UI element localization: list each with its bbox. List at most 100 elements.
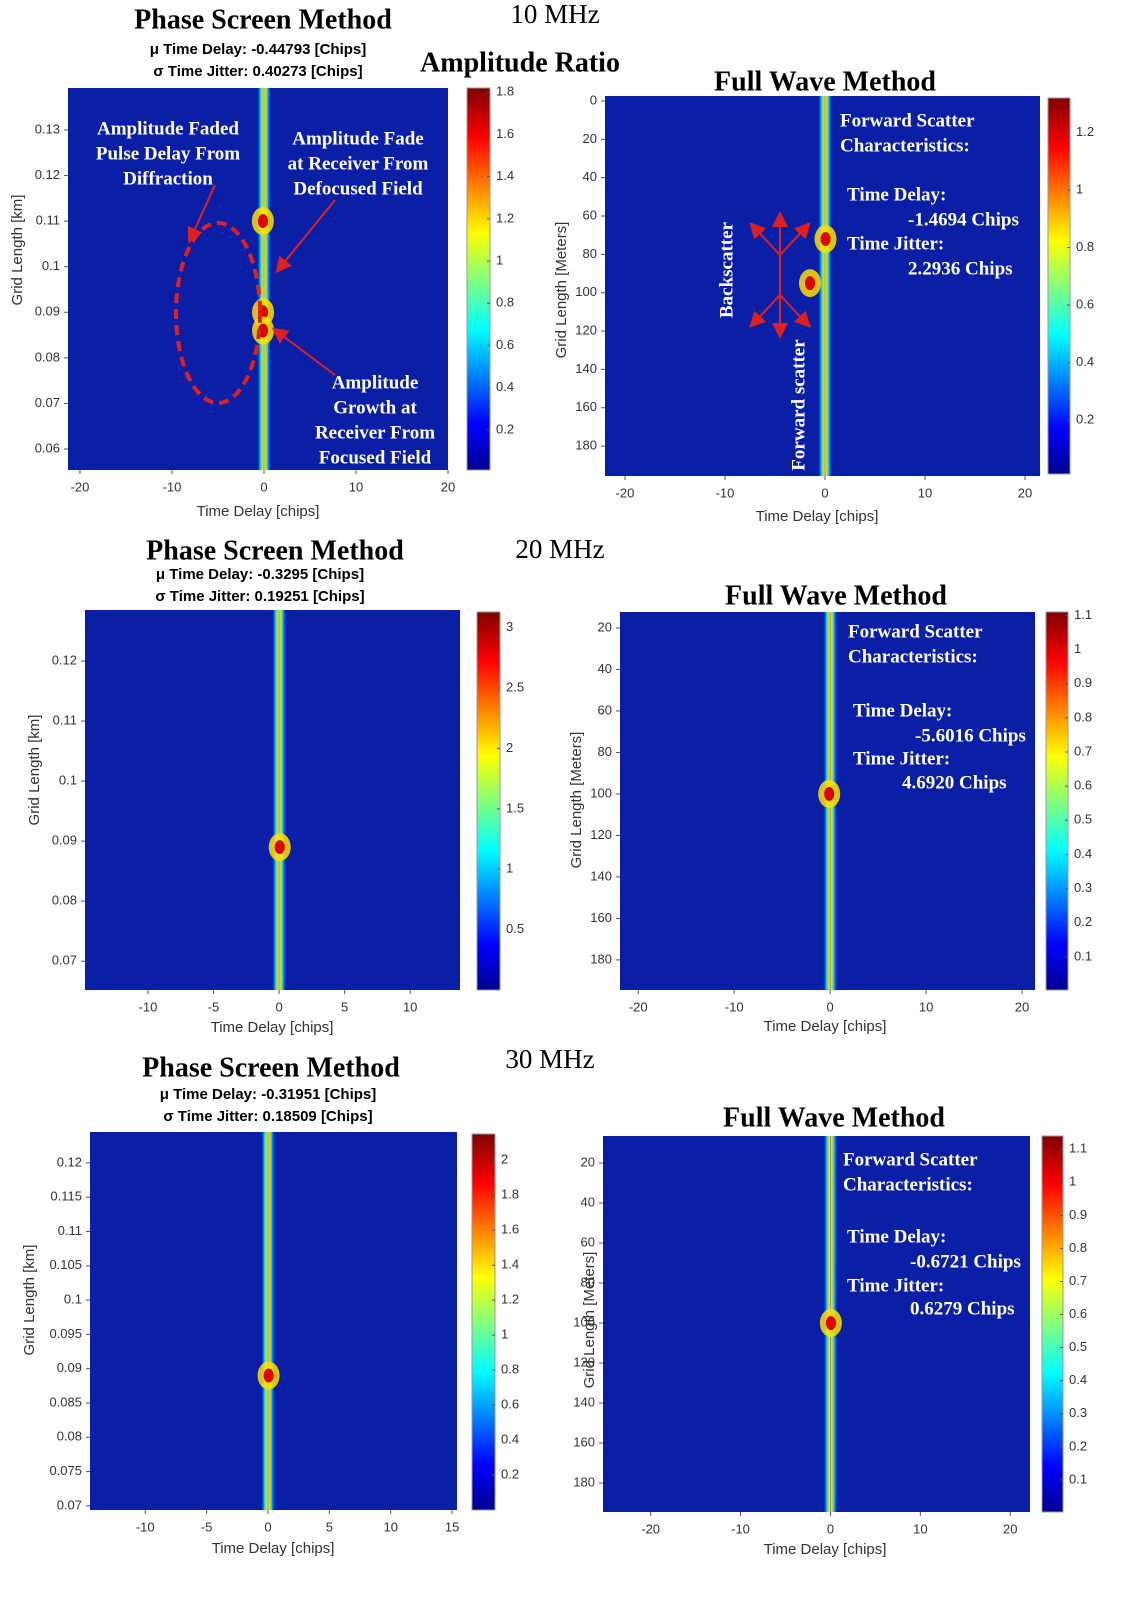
x-tick-label: -5 xyxy=(208,999,220,1014)
x-tick-label: -20 xyxy=(641,1521,660,1536)
colorbar-tick-label: 1.5 xyxy=(506,800,524,815)
arrow xyxy=(779,222,811,256)
colorbar-tick-label: 0.6 xyxy=(1074,778,1092,793)
colorbar-tick-label: 1 xyxy=(1076,181,1083,196)
colorbar-tick-label: 1 xyxy=(1074,641,1081,656)
x-tick-label: 5 xyxy=(341,999,348,1014)
y-axis-label: Grid Length [km] xyxy=(9,195,26,306)
y-tick-label: 0.085 xyxy=(49,1394,82,1409)
panel: -20 -10 0 10 20 20 40 60 80 100 120 140 160 180 0.1 0.2… xyxy=(573,1102,1087,1558)
x-tick-label: 20 xyxy=(441,479,455,494)
colorbar-tick-label: 2 xyxy=(501,1152,508,1167)
frequency-label: 20 MHz xyxy=(515,534,604,564)
x-tick-label: 15 xyxy=(445,1519,459,1534)
colorbar-tick-label: 1.2 xyxy=(496,210,514,225)
y-tick-label: 100 xyxy=(590,785,612,800)
arrow xyxy=(749,222,781,256)
x-tick-label: 20 xyxy=(1015,999,1029,1014)
annotation: Characteristics: xyxy=(843,1174,973,1195)
y-tick-label: 140 xyxy=(573,1394,595,1409)
x-tick-label: -20 xyxy=(629,999,648,1014)
y-tick-label: 120 xyxy=(573,1354,595,1369)
heatmap-background xyxy=(603,1136,1030,1512)
chart-title: Phase Screen Method xyxy=(146,535,404,566)
y-tick-label: 0.09 xyxy=(35,304,60,319)
y-tick-label: 40 xyxy=(598,661,612,676)
colorbar-tick-label: 1 xyxy=(496,252,503,267)
annotation: Growth at xyxy=(333,397,417,418)
colorbar-tick-label: 0.6 xyxy=(501,1397,519,1412)
colorbar-tick-label: 0.2 xyxy=(1076,412,1094,427)
x-tick-label: 10 xyxy=(919,999,933,1014)
y-tick-label: 0.11 xyxy=(36,213,60,228)
colorbar-tick-label: 0.4 xyxy=(1069,1372,1087,1387)
x-axis-label: Time Delay [chips] xyxy=(764,1018,887,1035)
annotation: -5.6016 Chips xyxy=(915,725,1026,746)
chart-title: Phase Screen Method xyxy=(134,4,392,35)
colorbar-tick-label: 0.8 xyxy=(1069,1240,1087,1255)
colorbar-tick-label: 1.6 xyxy=(496,126,514,141)
y-tick-label: 180 xyxy=(590,951,612,966)
arrow xyxy=(275,199,336,274)
panel: -20 -10 0 10 20 20 40 60 80 100 120 140 160 180 0.1 0.2… xyxy=(568,580,1092,1035)
x-tick-label: 0 xyxy=(264,1519,271,1534)
panel: -10 -5 0 5 10 15 0.07 0.075 0.08 0.085 0.09 0.095 0.… xyxy=(21,1052,519,1557)
colorbar-tick-label: 0.8 xyxy=(1076,239,1094,254)
hotspot-core xyxy=(274,840,285,855)
x-axis-label: Time Delay [chips] xyxy=(764,1541,887,1558)
annotation: Forward Scatter xyxy=(843,1149,978,1170)
colorbar-tick-label: 1.4 xyxy=(501,1257,519,1272)
pulse-stripe xyxy=(272,610,287,990)
y-tick-label: 120 xyxy=(575,322,597,337)
colorbar-tick-label: 0.4 xyxy=(496,379,514,394)
annotation: Pulse Delay From xyxy=(96,143,240,164)
y-tick-label: 160 xyxy=(590,910,612,925)
y-tick-label: 60 xyxy=(598,702,612,717)
x-tick-label: 10 xyxy=(913,1521,927,1536)
x-axis-label: Time Delay [chips] xyxy=(212,1540,335,1557)
y-tick-label: 0.1 xyxy=(59,773,77,788)
arrow xyxy=(271,327,336,376)
x-tick-label: 0 xyxy=(275,999,282,1014)
chart-subtitle: σ Time Jitter: 0.18509 [Chips] xyxy=(163,1108,372,1125)
colorbar-tick-label: 1.8 xyxy=(496,84,514,99)
colorbar-tick-label: 0.5 xyxy=(506,921,524,936)
x-axis-label: Time Delay [chips] xyxy=(756,508,879,525)
x-tick-label: 10 xyxy=(383,1519,397,1534)
colorbar-tick-label: 1.1 xyxy=(1069,1141,1087,1156)
annotation: Diffraction xyxy=(123,168,213,189)
y-tick-label: 0.08 xyxy=(57,1429,82,1444)
annotation: Amplitude Faded xyxy=(97,118,239,139)
y-tick-label: 20 xyxy=(581,1154,595,1169)
colorbar-tick-label: 0.3 xyxy=(1069,1405,1087,1420)
annotation: 0.6279 Chips xyxy=(910,1298,1015,1319)
x-tick-label: 5 xyxy=(326,1519,333,1534)
y-axis-label: Grid Length [Meters] xyxy=(553,222,570,359)
y-tick-label: 160 xyxy=(575,399,597,414)
y-tick-label: 80 xyxy=(581,1274,595,1289)
y-tick-label: 100 xyxy=(575,284,597,299)
annotation: Time Delay: xyxy=(853,700,952,721)
annotation: 2.2936 Chips xyxy=(908,258,1013,279)
hotspot-core xyxy=(805,276,815,291)
annotation: Characteristics: xyxy=(848,646,978,667)
y-tick-label: 0.1 xyxy=(42,258,60,273)
annotation: Defocused Field xyxy=(293,178,423,199)
annotation: Amplitude xyxy=(332,372,419,393)
chart-subtitle: σ Time Jitter: 0.40273 [Chips] xyxy=(153,63,362,80)
annotation: 4.6920 Chips xyxy=(902,772,1007,793)
y-tick-label: 160 xyxy=(573,1434,595,1449)
colorbar-tick-label: 0.8 xyxy=(501,1362,519,1377)
x-tick-label: -5 xyxy=(201,1519,213,1534)
pulse-stripe xyxy=(256,88,271,470)
y-tick-label: 0.13 xyxy=(35,121,60,136)
annotation: Forward Scatter xyxy=(840,110,975,131)
annotation: Amplitude Fade xyxy=(292,128,423,149)
x-tick-label: -10 xyxy=(731,1521,750,1536)
y-tick-label: 0.115 xyxy=(50,1189,82,1204)
annotation: Characteristics: xyxy=(840,135,970,156)
chart-title: Full Wave Method xyxy=(714,66,936,97)
colorbar xyxy=(476,611,501,991)
colorbar-tick-label: 0.4 xyxy=(1074,846,1092,861)
backscatter-arrows xyxy=(749,211,811,339)
